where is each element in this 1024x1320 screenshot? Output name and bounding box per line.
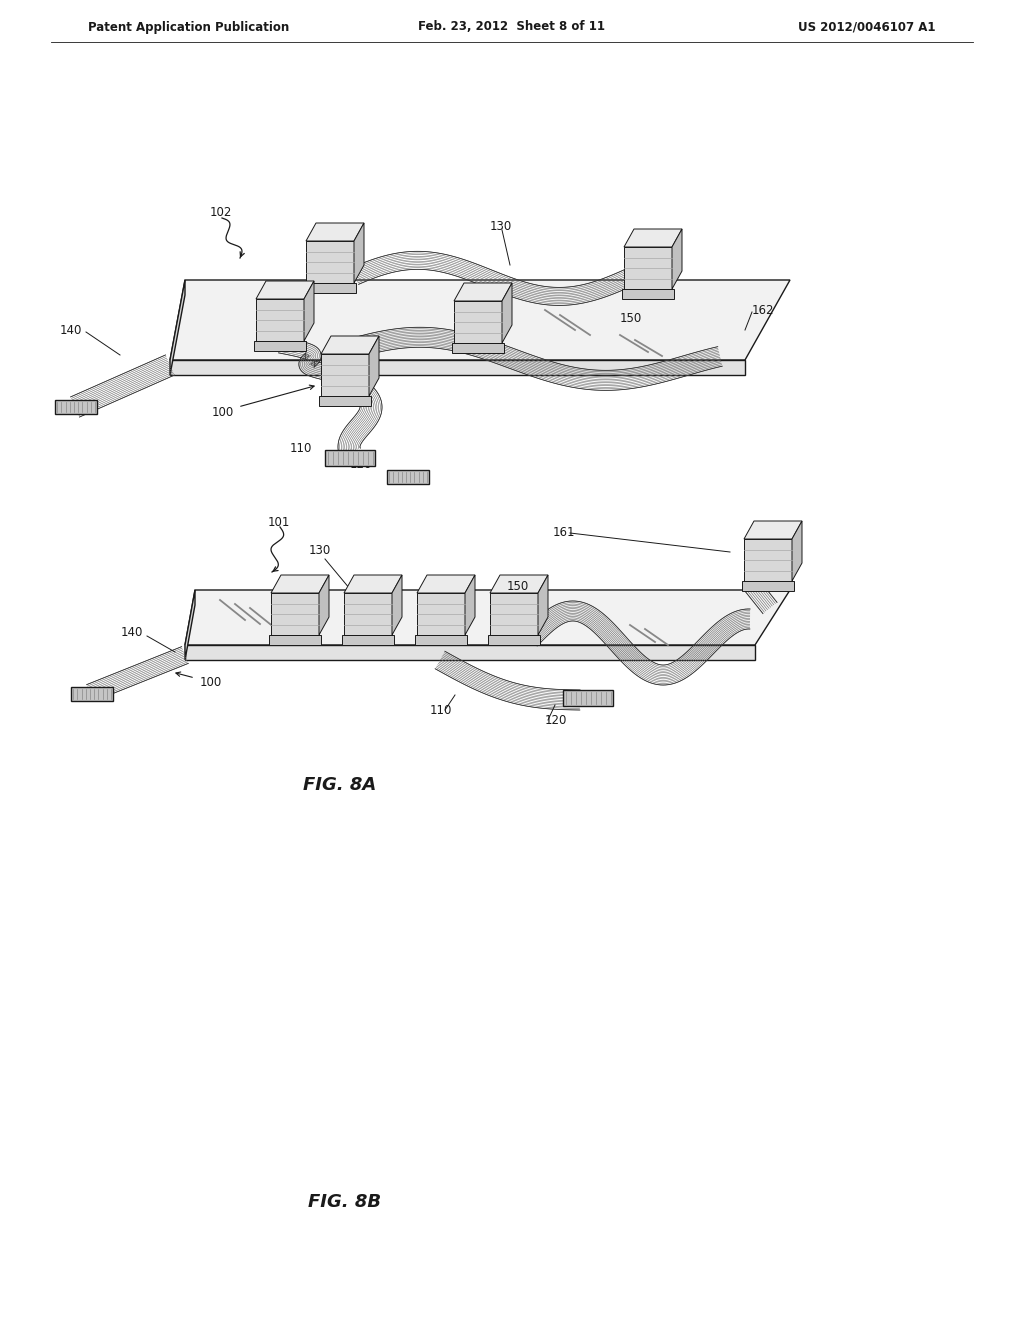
Polygon shape xyxy=(271,593,319,635)
Text: 100: 100 xyxy=(200,676,222,689)
Text: 140: 140 xyxy=(59,323,82,337)
Polygon shape xyxy=(387,470,429,484)
Text: 120: 120 xyxy=(350,458,373,471)
Polygon shape xyxy=(306,242,354,282)
Polygon shape xyxy=(488,635,540,645)
Polygon shape xyxy=(344,593,392,635)
Text: Patent Application Publication: Patent Application Publication xyxy=(88,21,289,33)
Polygon shape xyxy=(170,360,745,375)
Polygon shape xyxy=(744,539,792,581)
Polygon shape xyxy=(170,280,185,375)
Polygon shape xyxy=(256,300,304,341)
Polygon shape xyxy=(321,354,369,396)
Polygon shape xyxy=(185,590,790,645)
Polygon shape xyxy=(792,521,802,581)
Polygon shape xyxy=(417,576,475,593)
Polygon shape xyxy=(269,635,321,645)
Polygon shape xyxy=(624,247,672,289)
Polygon shape xyxy=(71,686,113,701)
Polygon shape xyxy=(490,576,548,593)
Text: 110: 110 xyxy=(290,441,312,454)
Polygon shape xyxy=(417,593,465,635)
Polygon shape xyxy=(622,289,674,300)
Polygon shape xyxy=(185,590,195,660)
Text: 120: 120 xyxy=(545,714,567,726)
Polygon shape xyxy=(563,690,613,706)
Polygon shape xyxy=(744,521,802,539)
Polygon shape xyxy=(256,281,314,300)
Polygon shape xyxy=(319,576,329,635)
Polygon shape xyxy=(344,576,402,593)
Polygon shape xyxy=(415,635,467,645)
Text: 140: 140 xyxy=(121,627,143,639)
Polygon shape xyxy=(55,400,97,414)
Text: US 2012/0046107 A1: US 2012/0046107 A1 xyxy=(799,21,936,33)
Text: 150: 150 xyxy=(620,312,642,325)
Text: 161: 161 xyxy=(553,525,575,539)
Polygon shape xyxy=(185,645,755,660)
Polygon shape xyxy=(319,396,371,407)
Polygon shape xyxy=(742,581,794,591)
Text: 130: 130 xyxy=(309,544,331,557)
Text: 162: 162 xyxy=(752,304,774,317)
Polygon shape xyxy=(342,635,394,645)
Polygon shape xyxy=(304,281,314,341)
Text: 102: 102 xyxy=(210,206,232,219)
Polygon shape xyxy=(502,282,512,343)
Polygon shape xyxy=(452,343,504,352)
Polygon shape xyxy=(271,576,329,593)
Polygon shape xyxy=(454,301,502,343)
Text: 130: 130 xyxy=(490,220,512,234)
Polygon shape xyxy=(306,223,364,242)
Text: FIG. 8A: FIG. 8A xyxy=(303,776,377,795)
Polygon shape xyxy=(624,228,682,247)
Text: 101: 101 xyxy=(268,516,291,528)
Polygon shape xyxy=(170,280,790,360)
Text: FIG. 8B: FIG. 8B xyxy=(308,1193,382,1210)
Polygon shape xyxy=(369,337,379,396)
Polygon shape xyxy=(465,576,475,635)
Polygon shape xyxy=(321,337,379,354)
Polygon shape xyxy=(672,228,682,289)
Polygon shape xyxy=(325,450,375,466)
Polygon shape xyxy=(254,341,306,351)
Text: 150: 150 xyxy=(507,579,529,593)
Polygon shape xyxy=(392,576,402,635)
Text: 100: 100 xyxy=(212,405,234,418)
Text: Feb. 23, 2012  Sheet 8 of 11: Feb. 23, 2012 Sheet 8 of 11 xyxy=(419,21,605,33)
Polygon shape xyxy=(454,282,512,301)
Polygon shape xyxy=(490,593,538,635)
Polygon shape xyxy=(304,282,356,293)
Text: 110: 110 xyxy=(430,704,453,717)
Polygon shape xyxy=(354,223,364,282)
Polygon shape xyxy=(538,576,548,635)
